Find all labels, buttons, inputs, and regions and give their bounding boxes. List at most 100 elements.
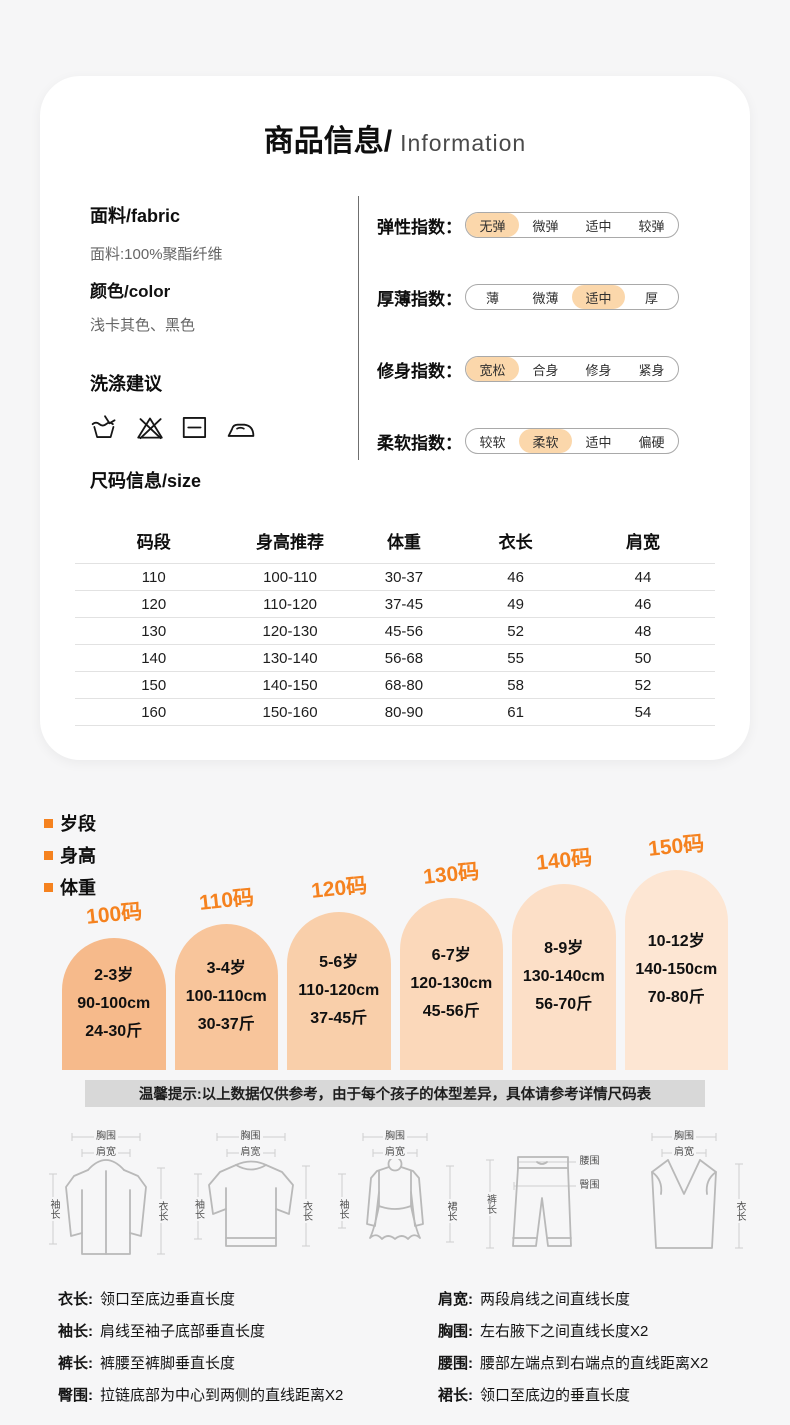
measurement-diagrams: 胸围 肩宽 袖长 衣长 [40, 1124, 750, 1276]
fabric-column: 面料/fabric 面料:100%聚酯纤维 颜色/color 浅卡其色、黑色 洗… [90, 196, 358, 493]
definition-desc: 领口至底边的垂直长度 [480, 1387, 631, 1404]
height-range: 90-100cm [77, 995, 151, 1012]
definition-desc: 领口至底边垂直长度 [100, 1291, 236, 1308]
definition-desc: 腰部左端点到右端点的直线距离X2 [480, 1355, 709, 1372]
length-measure-label: 衣长 [733, 1199, 745, 1223]
definitions-right-column: 肩宽: 两段肩线之间直线长度 胸围: 左右腋下之间直线长度X2 腰围: 腰部左端点到右… [438, 1288, 748, 1416]
pants-diagram: 腰围 臀围 裤长 [474, 1124, 606, 1276]
definition-desc: 裤腰至裤脚垂直长度 [100, 1355, 236, 1372]
legend-item: 岁段 [44, 810, 96, 836]
table-cell: 150-160 [232, 698, 348, 726]
product-info-card: 商品信息/Information 面料/fabric 面料:100%聚酯纤维 颜… [40, 76, 750, 760]
size-arch-140: 140码 8-9岁 130-140cm 56-70斤 [512, 844, 616, 1070]
definition-term: 袖长: [58, 1323, 93, 1340]
weight-range: 24-30斤 [85, 1023, 143, 1040]
table-cell: 150 [75, 671, 233, 699]
size-arch-shape: 2-3岁 90-100cm 24-30斤 [62, 938, 166, 1070]
sleeve-measure-label: 袖长 [191, 1197, 204, 1221]
length-measure-label: 衣长 [155, 1199, 167, 1223]
height-range: 140-150cm [635, 961, 718, 978]
definition-term: 胸围: [438, 1323, 473, 1340]
index-option: 厚 [644, 290, 658, 306]
definition-item: 腰围: 腰部左端点到右端点的直线距离X2 [438, 1352, 748, 1373]
height-range: 110-120cm [298, 982, 380, 999]
color-value: 浅卡其色、黑色 [90, 317, 196, 334]
table-cell: 110-120 [232, 590, 348, 618]
fit-index-label: 修身指数： [377, 361, 462, 381]
table-cell: 110 [75, 563, 233, 591]
color-heading: 颜色/color [90, 282, 171, 301]
definition-item: 裙长: 领口至底边的垂直长度 [438, 1384, 748, 1405]
table-cell: 44 [570, 563, 715, 591]
dress-diagram: 胸围 肩宽 袖长 裙长 [329, 1124, 461, 1276]
table-cell: 46 [570, 590, 715, 618]
dry-flat-icon [180, 414, 210, 441]
index-option: 修身 [585, 362, 612, 378]
height-range: 130-140cm [522, 968, 605, 985]
weight-range: 56-70斤 [535, 996, 593, 1013]
size-table-header-row: 码段 身高推荐 体重 衣长 肩宽 [75, 522, 715, 564]
size-table-header: 肩宽 [625, 533, 660, 552]
sleeve-measure-label: 袖长 [47, 1197, 59, 1221]
size-arch-label: 120码 [309, 874, 368, 903]
wash-heading: 洗涤建议 [90, 374, 162, 394]
definition-term: 肩宽: [438, 1291, 473, 1308]
elasticity-index-row: 弹性指数： 无弹 微弹 适中 较弹 [377, 212, 712, 238]
vest-diagram: 胸围 肩宽 衣长 [618, 1124, 750, 1276]
sweatshirt-diagram: 胸围 肩宽 袖长 衣长 [185, 1124, 317, 1276]
thickness-index-label: 厚薄指数： [377, 289, 462, 309]
card-columns: 面料/fabric 面料:100%聚酯纤维 颜色/color 浅卡其色、黑色 洗… [90, 196, 712, 493]
legend-square-icon [44, 818, 53, 828]
index-option: 薄 [485, 290, 499, 306]
index-option: 合身 [532, 362, 559, 378]
size-table-header: 码段 [136, 533, 171, 552]
table-cell: 54 [570, 698, 715, 726]
table-cell: 120-130 [232, 617, 348, 645]
size-arch-label: 110码 [197, 886, 255, 915]
size-arch-shape: 10-12岁 140-150cm 70-80斤 [624, 870, 728, 1070]
definition-item: 臀围: 拉链底部为中心到两侧的直线距离X2 [58, 1384, 438, 1405]
table-cell: 55 [460, 644, 571, 672]
size-arch-shape: 5-6岁 110-120cm 37-45斤 [287, 912, 391, 1070]
size-table-header: 衣长 [498, 533, 533, 552]
table-cell: 50 [570, 644, 715, 672]
sleeve-measure-label: 袖长 [336, 1197, 348, 1221]
size-arch-label: 150码 [647, 832, 706, 861]
fit-index-row: 修身指数： 宽松 合身 修身 紧身 [377, 356, 712, 382]
index-option: 紧身 [638, 362, 665, 378]
chest-measure-label: 胸围 [383, 1131, 407, 1143]
chest-measure-label: 胸围 [94, 1131, 118, 1143]
size-table-header: 体重 [386, 533, 421, 552]
table-cell: 100-110 [232, 563, 348, 591]
pants-length-measure-label: 裤长 [483, 1192, 496, 1216]
height-range: 100-110cm [185, 988, 267, 1005]
definition-item: 肩宽: 两段肩线之间直线长度 [438, 1288, 748, 1309]
softness-index-row: 柔软指数： 较软 柔软 适中 偏硬 [377, 428, 712, 454]
size-info-heading: 尺码信息/size [90, 471, 202, 491]
sweatshirt-sketch [193, 1133, 310, 1247]
measurement-definitions: 衣长: 领口至底边垂直长度 袖长: 肩线至袖子底部垂直长度 裤长: 裤腰至裤脚垂直长度… [58, 1288, 748, 1416]
index-column: 弹性指数： 无弹 微弹 适中 较弹 厚薄指数： 薄 微薄 适中 厚 [358, 196, 712, 460]
shoulder-measure-label: 肩宽 [383, 1147, 407, 1159]
table-cell: 130 [75, 617, 233, 645]
definition-desc: 拉链底部为中心到两侧的直线距离X2 [100, 1387, 344, 1404]
definition-term: 腰围: [438, 1355, 473, 1372]
page-title-en: Information [400, 130, 527, 156]
elasticity-index-pill: 无弹 微弹 适中 较弹 [465, 212, 679, 238]
index-option: 较弹 [638, 218, 665, 234]
thickness-index-pill: 薄 微薄 适中 厚 [465, 284, 679, 310]
length-measure-label: 衣长 [299, 1199, 312, 1223]
index-option: 微薄 [532, 290, 559, 306]
table-cell: 130-140 [232, 644, 348, 672]
index-option: 无弹 [466, 213, 519, 237]
definition-desc: 左右腋下之间直线长度X2 [480, 1323, 649, 1340]
table-cell: 48 [570, 617, 715, 645]
size-arch-chart: 100码 2-3岁 90-100cm 24-30斤 110码 3-4岁 100-… [62, 832, 728, 1070]
index-option: 适中 [572, 285, 625, 309]
definition-desc: 两段肩线之间直线长度 [480, 1291, 631, 1308]
table-cell: 140-150 [232, 671, 348, 699]
page-title: 商品信息/Information [40, 116, 750, 160]
size-arch-120: 120码 5-6岁 110-120cm 37-45斤 [287, 872, 391, 1070]
fabric-heading: 面料/fabric [90, 206, 181, 226]
